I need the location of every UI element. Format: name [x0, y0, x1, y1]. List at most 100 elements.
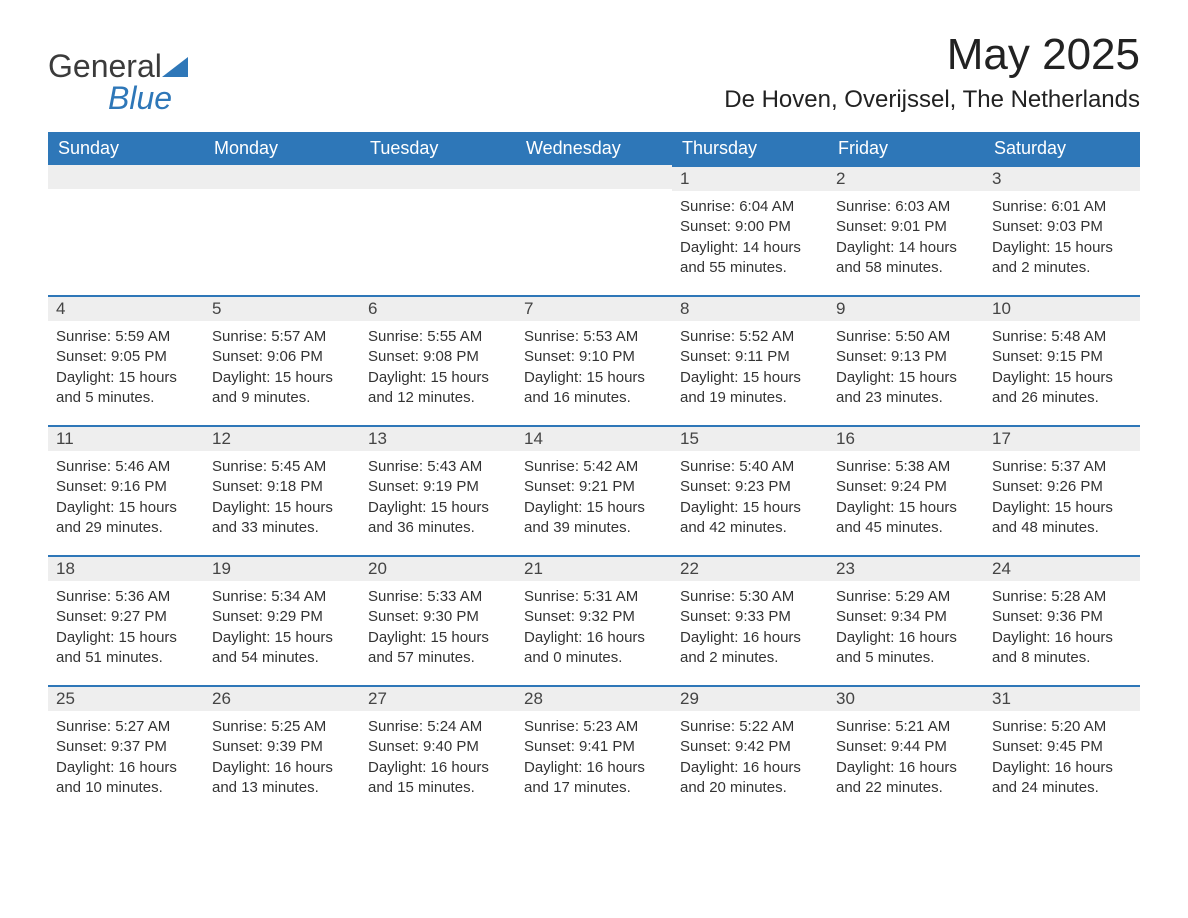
daylight-text: Daylight: 16 hours and 8 minutes. [992, 628, 1132, 669]
sunrise-text: Sunrise: 5:45 AM [212, 457, 352, 477]
day-body: Sunrise: 5:33 AMSunset: 9:30 PMDaylight:… [360, 581, 516, 672]
day-number: 27 [360, 685, 516, 711]
sunset-text: Sunset: 9:13 PM [836, 347, 976, 367]
sunrise-text: Sunrise: 5:38 AM [836, 457, 976, 477]
sunset-text: Sunset: 9:37 PM [56, 737, 196, 757]
day-number: 17 [984, 425, 1140, 451]
sunset-text: Sunset: 9:26 PM [992, 477, 1132, 497]
day-number: 25 [48, 685, 204, 711]
day-cell: 6Sunrise: 5:55 AMSunset: 9:08 PMDaylight… [360, 295, 516, 425]
day-body: Sunrise: 5:37 AMSunset: 9:26 PMDaylight:… [984, 451, 1140, 542]
daylight-text: Daylight: 15 hours and 26 minutes. [992, 368, 1132, 409]
sunset-text: Sunset: 9:45 PM [992, 737, 1132, 757]
daylight-text: Daylight: 16 hours and 22 minutes. [836, 758, 976, 799]
day-body: Sunrise: 5:20 AMSunset: 9:45 PMDaylight:… [984, 711, 1140, 802]
day-body: Sunrise: 5:28 AMSunset: 9:36 PMDaylight:… [984, 581, 1140, 672]
daylight-text: Daylight: 16 hours and 13 minutes. [212, 758, 352, 799]
day-number [48, 165, 204, 189]
day-cell: 27 Sunrise: 5:24 AMSunset: 9:40 PMDayligh… [360, 685, 516, 815]
day-body: Sunrise: 5:48 AMSunset: 9:15 PMDaylight:… [984, 321, 1140, 412]
dow-saturday: Saturday [984, 132, 1140, 165]
sunrise-text: Sunrise: 6:01 AM [992, 197, 1132, 217]
sunset-text: Sunset: 9:29 PM [212, 607, 352, 627]
day-number: 8 [672, 295, 828, 321]
day-body: Sunrise: 5:21 AMSunset: 9:44 PMDaylight:… [828, 711, 984, 802]
sunrise-text: Sunrise: 5:59 AM [56, 327, 196, 347]
daylight-text: Daylight: 16 hours and 2 minutes. [680, 628, 820, 669]
daylight-text: Daylight: 15 hours and 54 minutes. [212, 628, 352, 669]
header: General Blue May 2025 De Hoven, Overijss… [48, 30, 1140, 114]
day-body: Sunrise: 5:50 AMSunset: 9:13 PMDaylight:… [828, 321, 984, 412]
sunset-text: Sunset: 9:41 PM [524, 737, 664, 757]
sunset-text: Sunset: 9:33 PM [680, 607, 820, 627]
sunset-text: Sunset: 9:39 PM [212, 737, 352, 757]
daylight-text: Daylight: 15 hours and 29 minutes. [56, 498, 196, 539]
day-number [204, 165, 360, 189]
day-number: 3 [984, 165, 1140, 191]
daylight-text: Daylight: 15 hours and 19 minutes. [680, 368, 820, 409]
day-number: 21 [516, 555, 672, 581]
dow-thursday: Thursday [672, 132, 828, 165]
day-body: Sunrise: 5:40 AMSunset: 9:23 PMDaylight:… [672, 451, 828, 542]
sunset-text: Sunset: 9:40 PM [368, 737, 508, 757]
title-block: May 2025 De Hoven, Overijssel, The Nethe… [724, 30, 1140, 114]
daylight-text: Daylight: 15 hours and 48 minutes. [992, 498, 1132, 539]
day-body: Sunrise: 5:43 AMSunset: 9:19 PMDaylight:… [360, 451, 516, 542]
day-body: Sunrise: 5:55 AMSunset: 9:08 PMDaylight:… [360, 321, 516, 412]
day-cell: 19Sunrise: 5:34 AMSunset: 9:29 PMDayligh… [204, 555, 360, 685]
day-cell: 22Sunrise: 5:30 AMSunset: 9:33 PMDayligh… [672, 555, 828, 685]
sunrise-text: Sunrise: 5:57 AM [212, 327, 352, 347]
day-number [360, 165, 516, 189]
brand-text: General Blue [48, 50, 188, 114]
sunrise-text: Sunrise: 5:36 AM [56, 587, 196, 607]
daylight-text: Daylight: 14 hours and 58 minutes. [836, 238, 976, 279]
sunrise-text: Sunrise: 5:24 AM [368, 717, 508, 737]
day-number: 12 [204, 425, 360, 451]
day-body: Sunrise: 5:53 AMSunset: 9:10 PMDaylight:… [516, 321, 672, 412]
sunrise-text: Sunrise: 5:21 AM [836, 717, 976, 737]
daylight-text: Daylight: 15 hours and 42 minutes. [680, 498, 820, 539]
day-cell: 2Sunrise: 6:03 AMSunset: 9:01 PMDaylight… [828, 165, 984, 295]
dow-wednesday: Wednesday [516, 132, 672, 165]
day-body: Sunrise: 5:22 AMSunset: 9:42 PMDaylight:… [672, 711, 828, 802]
day-body: Sunrise: 5:29 AMSunset: 9:34 PMDaylight:… [828, 581, 984, 672]
sunset-text: Sunset: 9:01 PM [836, 217, 976, 237]
week-row: 1Sunrise: 6:04 AMSunset: 9:00 PMDaylight… [48, 165, 1140, 295]
sunset-text: Sunset: 9:30 PM [368, 607, 508, 627]
week-row: 11Sunrise: 5:46 AMSunset: 9:16 PMDayligh… [48, 425, 1140, 555]
sunrise-text: Sunrise: 5:46 AM [56, 457, 196, 477]
day-body: Sunrise: 5:30 AMSunset: 9:33 PMDaylight:… [672, 581, 828, 672]
day-cell: 28Sunrise: 5:23 AMSunset: 9:41 PMDayligh… [516, 685, 672, 815]
day-cell: 1Sunrise: 6:04 AMSunset: 9:00 PMDaylight… [672, 165, 828, 295]
day-cell [204, 165, 360, 295]
day-number: 2 [828, 165, 984, 191]
sunset-text: Sunset: 9:23 PM [680, 477, 820, 497]
sunset-text: Sunset: 9:06 PM [212, 347, 352, 367]
day-cell [360, 165, 516, 295]
day-body: Sunrise: 5:52 AMSunset: 9:11 PMDaylight:… [672, 321, 828, 412]
sunrise-text: Sunrise: 5:52 AM [680, 327, 820, 347]
day-number: 30 [828, 685, 984, 711]
day-number: 6 [360, 295, 516, 321]
day-cell: 15Sunrise: 5:40 AMSunset: 9:23 PMDayligh… [672, 425, 828, 555]
daylight-text: Daylight: 16 hours and 15 minutes. [368, 758, 508, 799]
sunrise-text: Sunrise: 5:42 AM [524, 457, 664, 477]
sunset-text: Sunset: 9:03 PM [992, 217, 1132, 237]
day-body [204, 189, 360, 199]
day-body: Sunrise: 5:36 AMSunset: 9:27 PMDaylight:… [48, 581, 204, 672]
day-cell: 26Sunrise: 5:25 AMSunset: 9:39 PMDayligh… [204, 685, 360, 815]
day-cell: 24Sunrise: 5:28 AMSunset: 9:36 PMDayligh… [984, 555, 1140, 685]
day-cell: 29Sunrise: 5:22 AMSunset: 9:42 PMDayligh… [672, 685, 828, 815]
daylight-text: Daylight: 16 hours and 24 minutes. [992, 758, 1132, 799]
day-number: 14 [516, 425, 672, 451]
day-body: Sunrise: 5:25 AMSunset: 9:39 PMDaylight:… [204, 711, 360, 802]
day-body: Sunrise: 5:34 AMSunset: 9:29 PMDaylight:… [204, 581, 360, 672]
day-cell: 23Sunrise: 5:29 AMSunset: 9:34 PMDayligh… [828, 555, 984, 685]
day-body: Sunrise: 5:59 AMSunset: 9:05 PMDaylight:… [48, 321, 204, 412]
triangle-icon [162, 50, 188, 82]
day-body: Sunrise: 5:31 AMSunset: 9:32 PMDaylight:… [516, 581, 672, 672]
sunset-text: Sunset: 9:24 PM [836, 477, 976, 497]
sunrise-text: Sunrise: 5:48 AM [992, 327, 1132, 347]
day-number: 26 [204, 685, 360, 711]
sunrise-text: Sunrise: 5:53 AM [524, 327, 664, 347]
